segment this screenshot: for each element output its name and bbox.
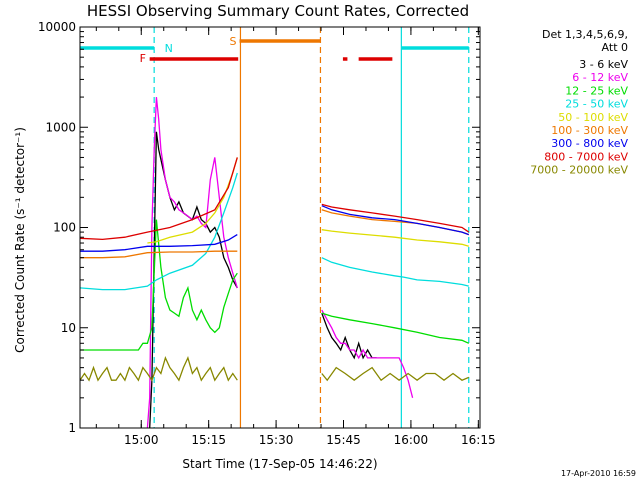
legend-header-line-1: Det 1,3,4,5,6,9, (542, 28, 628, 41)
legend-header-line-2: Att 0 (602, 41, 628, 54)
series-2-line-0 (80, 219, 238, 351)
timestamp: 17-Apr-2010 16:59 (561, 469, 636, 478)
series-4-line-1 (321, 229, 469, 247)
y-tick-label-0: 1 (68, 421, 76, 435)
legend-entry-2: 12 - 25 keV (565, 84, 628, 97)
y-tick-label-4: 10000 (38, 20, 76, 34)
series-6-line-0 (80, 234, 238, 252)
legend-entry-3: 25 - 50 keV (565, 98, 628, 111)
series-3-line-1 (321, 257, 469, 287)
x-tick-label-0: 15:00 (124, 433, 159, 447)
series-7-line-1 (321, 203, 470, 233)
series-5-line-0 (80, 250, 238, 259)
series-2-line-1 (321, 312, 470, 344)
series-6-line-1 (321, 205, 470, 236)
series-8-line-0 (80, 356, 238, 382)
y-axis-label: Corrected Count Rate (s⁻¹ detector⁻¹) (13, 127, 27, 353)
legend-entry-7: 800 - 7000 keV (544, 150, 628, 163)
legend-entry-5: 100 - 300 keV (551, 124, 628, 137)
x-tick-label-5: 16:15 (461, 433, 496, 447)
legend-entry-4: 50 - 100 keV (558, 111, 628, 124)
y-tick-label-3: 1000 (45, 120, 76, 134)
series-4-line-0 (147, 157, 238, 244)
y-tick-label-2: 100 (53, 221, 76, 235)
x-axis-label: Start Time (17-Sep-05 14:46:22) (182, 457, 377, 471)
x-tick-label-4: 16:00 (394, 433, 429, 447)
plot-frame (79, 26, 481, 429)
y-tick-label-1: 10 (61, 321, 76, 335)
flag-label-S: S (230, 35, 237, 48)
series-1-line-1 (321, 309, 414, 398)
legend-entry-8: 7000 - 20000 keV (530, 164, 628, 177)
legend-entry-1: 6 - 12 keV (572, 71, 628, 84)
x-tick-label-3: 15:45 (326, 433, 361, 447)
x-tick-label-1: 15:15 (191, 433, 226, 447)
flag-label-N: N (165, 42, 173, 55)
series-3-line-0 (80, 172, 238, 291)
series-8-line-1 (321, 366, 470, 382)
series-7-line-0 (80, 157, 238, 241)
legend-entry-0: 3 - 6 keV (579, 58, 628, 71)
chart-title: HESSI Observing Summary Count Rates, Cor… (87, 2, 469, 20)
flag-label-F: F (140, 52, 146, 65)
series-0-line-0 (149, 131, 238, 428)
x-tick-label-2: 15:30 (259, 433, 294, 447)
legend-entry-6: 300 - 800 keV (551, 137, 628, 150)
